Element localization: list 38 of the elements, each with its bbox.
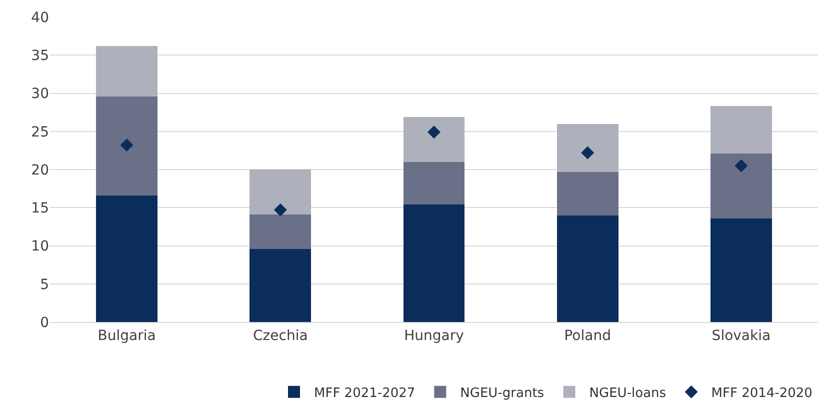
x-tick-label: Hungary [404, 328, 464, 344]
point [428, 126, 440, 139]
y-tick-label: 15 [31, 200, 49, 217]
x-tick-label: Czechia [253, 328, 308, 344]
y-tick-label: 10 [31, 238, 49, 255]
point [581, 146, 594, 160]
point [734, 159, 748, 172]
bar [96, 195, 158, 322]
y-tick-label: 5 [40, 276, 49, 293]
bar [710, 153, 772, 218]
point [274, 203, 287, 216]
y-tick-label: 30 [31, 86, 49, 102]
bar [403, 204, 465, 322]
bar [96, 96, 158, 196]
legend-label: MFF 2021-2027 [314, 386, 416, 401]
bar [710, 218, 772, 322]
bar [556, 215, 618, 322]
legend-label: MFF 2014-2020 [711, 386, 812, 401]
y-tick-label: 25 [31, 124, 49, 140]
x-tick-label: Slovakia [712, 328, 771, 344]
x-tick-label: Bulgaria [98, 328, 156, 344]
bar [403, 162, 465, 205]
bar [250, 170, 312, 214]
bar [250, 214, 312, 249]
y-tick-label: 20 [31, 162, 49, 178]
point [120, 138, 134, 152]
legend-label: NGEU-grants [460, 386, 544, 401]
bar [556, 172, 618, 216]
y-tick-label: 35 [31, 48, 49, 64]
bar [96, 46, 158, 96]
bar [403, 116, 465, 162]
legend-label: NGEU-loans [589, 386, 666, 401]
bar [556, 124, 618, 172]
x-tick-label: Poland [564, 328, 611, 344]
bar [250, 248, 312, 322]
y-tick-label: 40 [31, 10, 49, 26]
y-tick-label: 0 [40, 314, 49, 331]
bar [710, 106, 772, 154]
